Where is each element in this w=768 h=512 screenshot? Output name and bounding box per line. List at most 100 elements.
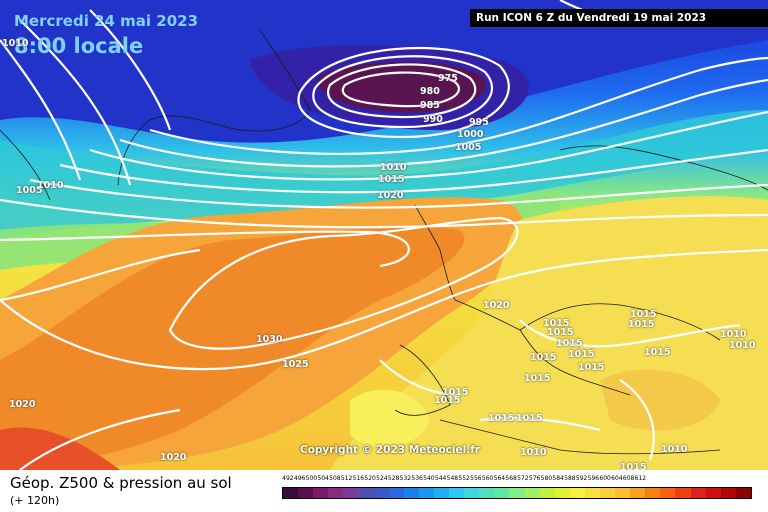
weather-map: Mercredi 24 mai 2023 8:00 locale Run ICO… — [0, 0, 768, 470]
isobar-label: 1010 — [729, 340, 756, 351]
isobar-label: 1025 — [282, 359, 309, 370]
isobar-label: 1015 — [568, 349, 595, 360]
isobar-label: 1015 — [543, 318, 570, 329]
scale-swatch — [615, 488, 631, 498]
isobar-label: 1015 — [434, 395, 461, 406]
field-red-corner — [0, 427, 120, 470]
scale-label: 520 — [364, 475, 376, 482]
isobar-label: 1010 — [520, 447, 547, 458]
isobar-label: 1010 — [380, 162, 407, 173]
isobar-label: 1015 — [620, 462, 647, 470]
scale-label: 496 — [293, 475, 306, 482]
field-yellow-east — [600, 369, 720, 431]
isobar-label: 1000 — [457, 129, 484, 140]
isobar-label: 1015 — [556, 338, 583, 349]
isobar-label: 1020 — [483, 300, 510, 311]
scale-label: 524 — [376, 475, 388, 482]
isobar-label: 975 — [438, 73, 458, 84]
scale-label: 508 — [329, 475, 341, 482]
valid-date-label: Mercredi 24 mai 2023 — [14, 12, 199, 30]
scale-swatch — [298, 488, 314, 498]
chart-title: Géop. Z500 & pression au sol — [10, 474, 232, 492]
scale-label: 492 — [282, 475, 294, 482]
isobar-label: 1015 — [547, 327, 574, 338]
scale-label: 584 — [552, 475, 564, 482]
isobar-label: 990 — [423, 114, 443, 125]
scale-label: 560 — [481, 475, 494, 482]
isobar-label: 1015 — [488, 413, 515, 424]
coastlines — [0, 29, 768, 455]
field-yellow-iberia — [350, 389, 430, 447]
scale-swatch — [388, 488, 404, 498]
scale-label: 592 — [575, 475, 588, 482]
scale-label: 536 — [411, 475, 423, 482]
scale-label: 500 — [305, 475, 318, 482]
isobar-label: 1005 — [455, 142, 482, 153]
scale-swatch — [675, 488, 691, 498]
scale-swatch — [539, 488, 555, 498]
isobar-label: 1015 — [644, 347, 671, 358]
scale-swatch — [418, 488, 434, 498]
scale-label: 552 — [458, 475, 470, 482]
scale-label: 612 — [634, 475, 647, 482]
legend-footer: Géop. Z500 & pression au sol (+ 120h) 49… — [0, 470, 768, 512]
isobar-label: 980 — [420, 86, 440, 97]
isobar-label: 995 — [469, 117, 489, 128]
isobar-label: 1020 — [9, 399, 36, 410]
scale-swatch — [479, 488, 495, 498]
scale-swatch — [313, 488, 329, 498]
scale-swatch — [328, 488, 344, 498]
isobar-label: 1020 — [160, 452, 187, 463]
field-cyan-band — [0, 110, 768, 240]
isobar-label: 1010 — [2, 38, 29, 49]
scale-swatch — [705, 488, 721, 498]
scale-label: 516 — [352, 475, 365, 482]
model-run-label: Run ICON 6 Z du Vendredi 19 mai 2023 — [470, 9, 768, 27]
map-canvas — [0, 0, 768, 470]
color-scale: 492 496 500 504 508 512 516 520 524 528 532 536 540 5… — [282, 475, 752, 505]
scale-swatch — [599, 488, 616, 498]
isobar-label: 1005 — [16, 185, 43, 196]
isobar-label: 1010 — [37, 180, 64, 191]
scale-label: 528 — [387, 475, 400, 482]
scale-label: 588 — [564, 475, 576, 482]
scale-label: 596 — [587, 475, 600, 482]
scale-swatch — [660, 488, 676, 498]
field-low-center — [318, 61, 486, 113]
isobar-label: 1015 — [578, 362, 605, 373]
forecast-hour: (+ 120h) — [10, 494, 60, 507]
scale-swatch — [373, 488, 389, 498]
scale-label: 540 — [423, 475, 435, 482]
scale-swatch — [509, 488, 525, 498]
scale-label: 600 — [599, 475, 611, 482]
scale-swatch — [524, 488, 540, 498]
isobar-label: 1015 — [630, 309, 657, 320]
scale-label: 580 — [540, 475, 553, 482]
isobar-label: 985 — [420, 100, 440, 111]
scale-label: 532 — [399, 475, 412, 482]
scale-label: 608 — [622, 475, 635, 482]
scale-swatch — [569, 488, 585, 498]
color-scale-bar — [282, 487, 752, 499]
scale-swatch — [690, 488, 706, 498]
scale-swatch — [403, 488, 419, 498]
scale-swatch — [358, 488, 374, 498]
isobar-label: 1030 — [256, 334, 283, 345]
isobar-label: 1015 — [442, 387, 469, 398]
scale-label: 504 — [317, 475, 329, 482]
scale-label: 604 — [611, 475, 623, 482]
scale-swatch — [433, 488, 450, 498]
scale-swatch — [494, 488, 510, 498]
valid-time-label: 8:00 locale — [14, 34, 144, 58]
scale-label: 572 — [517, 475, 529, 482]
scale-swatch — [735, 488, 751, 498]
scale-label: 556 — [470, 475, 482, 482]
color-scale-labels: 492 496 500 504 508 512 516 520 524 528 532 536 540 5… — [282, 475, 752, 485]
scale-swatch — [283, 488, 299, 498]
isobar-label: 1015 — [524, 373, 551, 384]
scale-label: 564 — [493, 475, 506, 482]
scale-label: 568 — [505, 475, 517, 482]
isobar-label: 1010 — [720, 329, 747, 340]
scale-swatch — [343, 488, 359, 498]
scale-label: 544 — [434, 475, 447, 482]
